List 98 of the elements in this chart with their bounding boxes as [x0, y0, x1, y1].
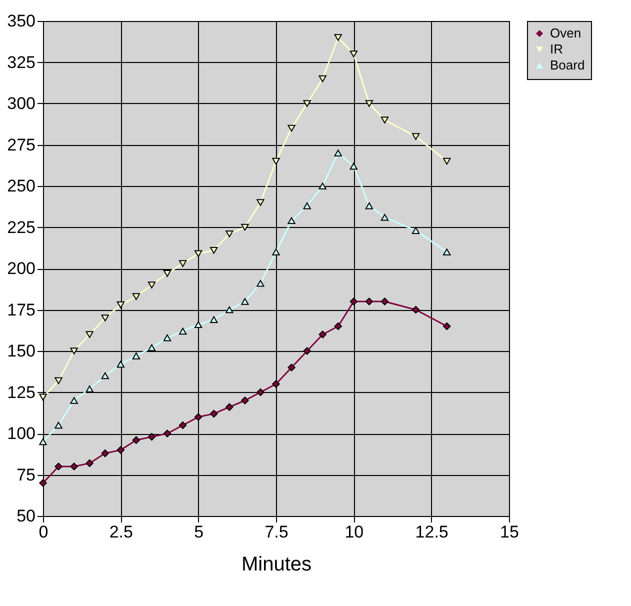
- point: [132, 293, 140, 300]
- point: [412, 227, 420, 234]
- point: [443, 248, 451, 256]
- point: [303, 347, 311, 355]
- point: [194, 250, 202, 258]
- point: [70, 462, 78, 470]
- point: [288, 124, 296, 132]
- point: [443, 158, 451, 165]
- point: [116, 360, 125, 368]
- point: [210, 316, 218, 324]
- y-tick-label: 275: [7, 135, 36, 154]
- y-tick-label: 150: [7, 342, 36, 360]
- y-tick-label: 200: [7, 259, 36, 278]
- point: [256, 199, 264, 206]
- point: [380, 298, 389, 306]
- point: [365, 100, 374, 107]
- point: [380, 214, 389, 221]
- point: [350, 162, 358, 170]
- point: [178, 328, 187, 335]
- point: [148, 282, 156, 288]
- point: [365, 298, 374, 306]
- point: [101, 449, 109, 458]
- point: [350, 50, 358, 58]
- point: [318, 75, 326, 82]
- point: [116, 446, 125, 454]
- point: [163, 430, 172, 438]
- point: [256, 280, 264, 287]
- point: [86, 331, 94, 338]
- point: [70, 397, 78, 404]
- point: [54, 462, 62, 470]
- y-tick-label: 50: [16, 506, 36, 526]
- x-tick-label: 2.5: [109, 522, 133, 542]
- point: [241, 224, 249, 231]
- point: [303, 202, 311, 210]
- point: [148, 344, 156, 352]
- point: [132, 352, 140, 360]
- point: [288, 217, 296, 224]
- point: [272, 380, 280, 388]
- point: [70, 348, 78, 354]
- point: [39, 438, 47, 446]
- y-tick-label: 325: [7, 52, 36, 72]
- point: [303, 100, 311, 107]
- point: [226, 306, 234, 314]
- point: [86, 459, 94, 468]
- point: [241, 298, 249, 305]
- point: [288, 364, 296, 372]
- legend-label: IR: [550, 42, 563, 56]
- y-tick-label: 175: [7, 300, 36, 320]
- x-tick-label: 15: [500, 522, 519, 542]
- point: [101, 372, 109, 380]
- point: [256, 388, 264, 396]
- point: [194, 413, 202, 421]
- point: [178, 260, 187, 267]
- point: [412, 306, 420, 314]
- point: [318, 330, 326, 338]
- x-tick-label: 7.5: [264, 522, 288, 542]
- x-axis-title: Minutes: [241, 554, 312, 576]
- point: [86, 386, 94, 392]
- point: [412, 133, 420, 140]
- x-tick-label: 10: [344, 522, 364, 542]
- point: [163, 270, 172, 277]
- legend-label: Board: [550, 58, 585, 72]
- point: [178, 421, 187, 430]
- y-tick-label: 225: [7, 218, 36, 237]
- point: [54, 422, 62, 429]
- y-tick-label: 75: [16, 465, 36, 484]
- point: [132, 436, 140, 444]
- x-tick-label: 5: [194, 522, 204, 542]
- point: [210, 246, 218, 254]
- y-tick-label: 125: [7, 382, 36, 402]
- point: [334, 150, 342, 156]
- y-tick-label: 300: [7, 94, 36, 113]
- point: [272, 158, 280, 165]
- point: [148, 432, 156, 441]
- point: [334, 322, 342, 330]
- point: [226, 230, 234, 238]
- point: [380, 116, 389, 124]
- point: [39, 479, 47, 487]
- point: [210, 410, 218, 418]
- point: [350, 298, 358, 306]
- point: [194, 321, 202, 328]
- point: [226, 403, 234, 411]
- point: [54, 377, 62, 384]
- point: [443, 322, 451, 330]
- x-tick-label: 12.5: [415, 522, 448, 542]
- point: [318, 182, 326, 190]
- point: [163, 334, 172, 342]
- x-tick-label: 0: [38, 522, 48, 542]
- point: [365, 202, 374, 210]
- y-tick-label: 100: [7, 424, 36, 443]
- point: [116, 301, 125, 308]
- legend-label: Oven: [550, 26, 582, 40]
- point: [241, 396, 249, 404]
- point: [272, 248, 280, 256]
- point: [334, 34, 342, 41]
- point: [101, 314, 109, 322]
- y-tick-label: 350: [7, 12, 36, 30]
- y-tick-label: 250: [7, 176, 36, 196]
